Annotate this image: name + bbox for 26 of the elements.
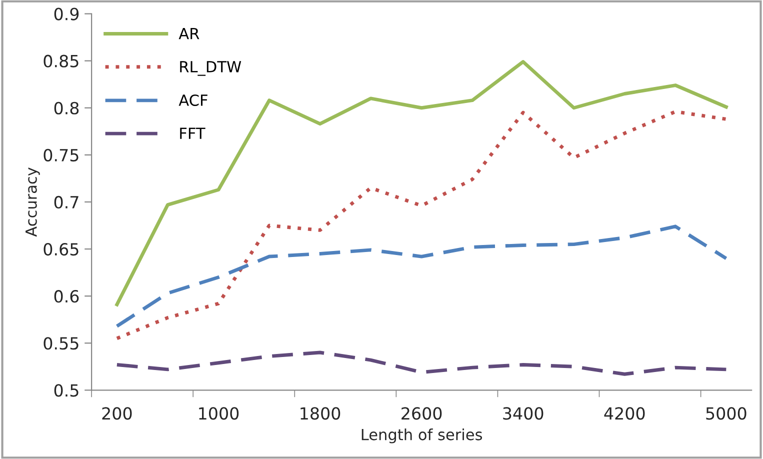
- legend-label: AR: [178, 28, 200, 40]
- y-tick-label: 0.6: [54, 290, 79, 303]
- y-tick-label: 0.65: [44, 242, 78, 256]
- x-tick-label: 3400: [503, 407, 544, 420]
- line-series: [115, 60, 728, 306]
- x-tick-label: 4200: [604, 407, 645, 420]
- y-tick-label: 0.7: [54, 196, 78, 209]
- y-tick-label: 0.85: [44, 54, 78, 68]
- y-tick-label: 0.55: [44, 337, 78, 350]
- y-tick-label: 0.8: [54, 102, 79, 114]
- x-tick-label: 2600: [402, 407, 442, 420]
- legend-label: ACF: [178, 94, 208, 106]
- legend-label: FFT: [180, 128, 206, 139]
- y-tick-label: 0.5: [54, 384, 78, 397]
- line-series: [115, 224, 728, 328]
- y-tick-label: 0.75: [44, 148, 78, 162]
- x-tick-label: 5000: [706, 407, 746, 420]
- x-tick-label: 1800: [300, 407, 340, 420]
- line-series: [115, 350, 728, 376]
- legend-label: RL_DTW: [180, 61, 242, 76]
- y-axis-title: Accuracy: [26, 168, 40, 237]
- line-series: [115, 110, 728, 340]
- y-tick-label: 0.9: [54, 8, 79, 20]
- x-tick-label: 1000: [199, 407, 239, 420]
- x-tick-label: 200: [102, 407, 132, 420]
- x-axis-title: Length of series: [362, 428, 482, 444]
